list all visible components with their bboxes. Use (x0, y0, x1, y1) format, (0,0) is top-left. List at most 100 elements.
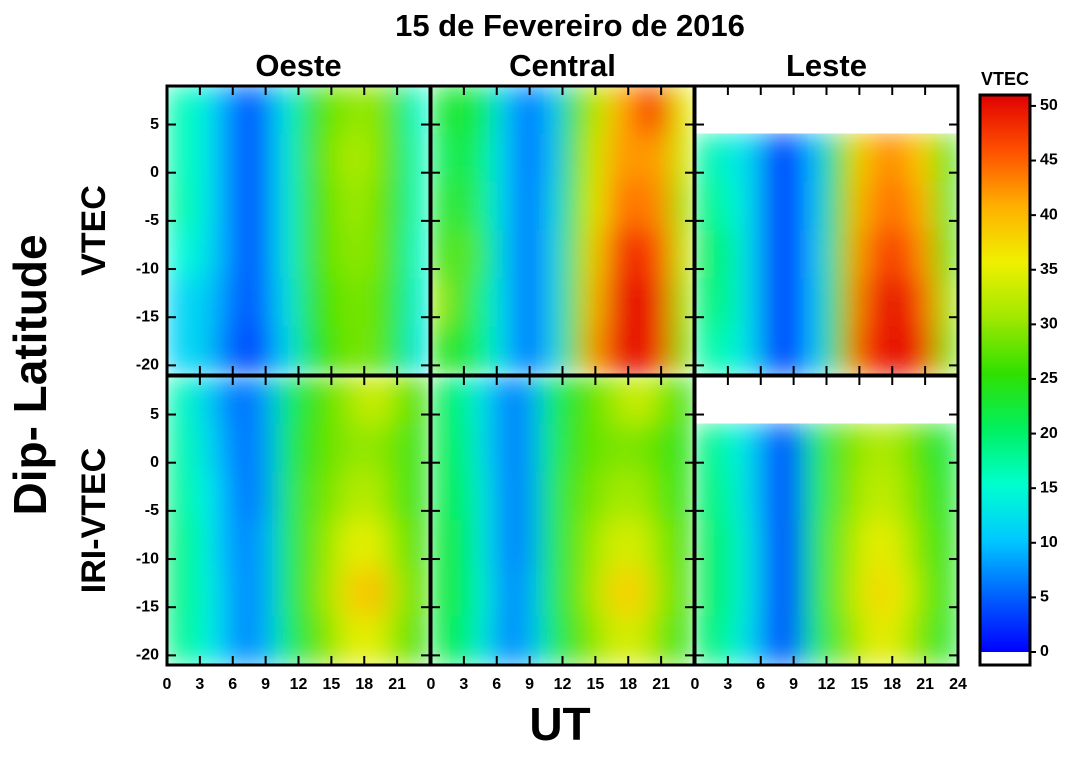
heatmap-cell (341, 568, 365, 618)
heatmap-cell (518, 278, 542, 328)
panel (167, 86, 430, 375)
colorbar-frame (978, 93, 1032, 667)
heatmap-cell (452, 520, 476, 570)
heatmap-cell (583, 471, 607, 521)
heatmap-cell (188, 133, 212, 183)
heatmap-cell (627, 181, 651, 231)
heatmap-cell (431, 520, 454, 570)
colorbar-label: VTEC (981, 69, 1029, 89)
column-title: Central (509, 48, 616, 83)
heatmap-cell (341, 616, 365, 665)
heatmap-cell (385, 376, 409, 425)
heatmap-cell (649, 616, 673, 665)
heatmap-cell (562, 616, 585, 665)
heatmap-cell (319, 326, 343, 375)
heatmap-cell (891, 568, 915, 618)
heatmap-cell (474, 520, 498, 570)
heatmap-cell (431, 133, 454, 183)
heatmap-cell (298, 376, 321, 425)
heatmap-cell (605, 230, 629, 280)
heatmap-cell (319, 181, 343, 231)
heatmap-cell (276, 86, 299, 135)
heatmap-cell (232, 568, 256, 618)
heatmap-cell (562, 471, 585, 521)
x-tick-label: 12 (290, 676, 308, 693)
heatmap-cell (341, 471, 365, 521)
heatmap-cell (695, 181, 718, 231)
heatmap-cell (891, 616, 915, 665)
heatmap-cell (540, 423, 563, 473)
heatmap-cell (363, 520, 387, 570)
heatmap-cell (935, 520, 958, 570)
heatmap-cell (167, 520, 190, 570)
heatmap-cell (210, 181, 234, 231)
heatmap-cell (407, 616, 430, 665)
y-tick-label: 0 (150, 454, 159, 471)
heatmap-cell (518, 568, 542, 618)
heatmap-cell (562, 520, 585, 570)
heatmap-cell (583, 230, 607, 280)
heatmap-cell (540, 326, 563, 375)
column-title: Oeste (255, 48, 341, 83)
heatmap-cell (254, 86, 278, 135)
heatmap-cell (804, 423, 827, 473)
heatmap-cell (782, 471, 806, 521)
x-tick-label: 21 (652, 676, 670, 693)
heatmap-cell (385, 616, 409, 665)
heatmap-cell (760, 471, 784, 521)
heatmap-cells (695, 423, 958, 665)
heatmap-cell (385, 423, 409, 473)
heatmap-cell (431, 326, 454, 375)
heatmap-cell (540, 278, 563, 328)
panel (695, 423, 958, 665)
heatmap-cell (518, 326, 542, 375)
heatmap-cell (319, 616, 343, 665)
colorbar-tick-label: 35 (1040, 261, 1058, 278)
heatmap-cell (407, 230, 430, 280)
heatmap-cell (452, 181, 476, 231)
heatmap-cell (671, 616, 694, 665)
colorbar-tick-label: 5 (1040, 589, 1049, 606)
heatmap-cell (254, 230, 278, 280)
heatmap-cell (695, 471, 718, 521)
heatmap-cell (452, 326, 476, 375)
heatmap-cell (649, 86, 673, 135)
heatmap-cell (627, 616, 651, 665)
heatmap-cell (407, 471, 430, 521)
heatmap-cell (474, 86, 498, 135)
heatmap-cell (276, 616, 299, 665)
heatmap-cell (232, 86, 256, 135)
heatmap-cell (649, 471, 673, 521)
heatmap-cell (847, 278, 871, 328)
heatmap-cell (276, 326, 299, 375)
heatmap-cell (695, 568, 718, 618)
heatmap-cell (319, 230, 343, 280)
row-title: IRI-VTEC (75, 448, 113, 593)
heatmap-cell (935, 278, 958, 328)
heatmap-cell (562, 376, 585, 425)
heatmap-cell (167, 326, 190, 375)
heatmap-cell (363, 376, 387, 425)
heatmap-cell (188, 520, 212, 570)
heatmap-cell (474, 326, 498, 375)
heatmap-cell (716, 471, 740, 521)
heatmap-cell (341, 133, 365, 183)
heatmap-cell (363, 616, 387, 665)
heatmap-cell (605, 86, 629, 135)
heatmap-cell (452, 86, 476, 135)
heatmap-cell (341, 376, 365, 425)
heatmap-cell (583, 376, 607, 425)
heatmap-cell (496, 568, 520, 618)
heatmap-cell (431, 278, 454, 328)
heatmap-cell (276, 376, 299, 425)
heatmap-cell (562, 326, 585, 375)
heatmap-cell (826, 133, 849, 183)
heatmap-cell (562, 423, 585, 473)
x-tick-label: 0 (427, 676, 436, 693)
heatmap-cell (254, 376, 278, 425)
heatmap-cell (210, 616, 234, 665)
heatmap-cell (782, 181, 806, 231)
heatmap-cell (496, 616, 520, 665)
heatmap-cell (583, 278, 607, 328)
heatmap-cell (782, 133, 806, 183)
